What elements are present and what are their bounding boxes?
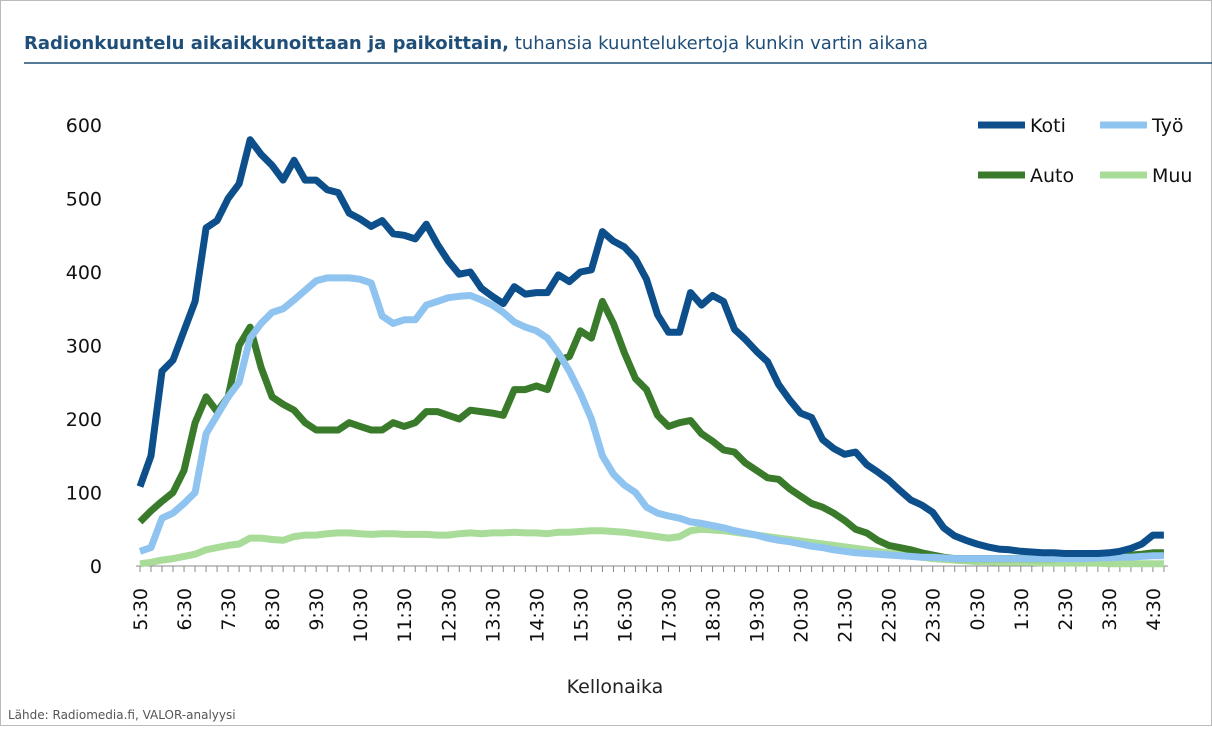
series-line: [138, 274, 1164, 563]
x-tick-label: 6:30: [174, 588, 196, 631]
x-tick-label: 11:30: [394, 588, 416, 643]
x-tick-label: 0:30: [967, 588, 989, 631]
x-tick-label: 14:30: [526, 588, 548, 643]
x-tick-label: 8:30: [262, 588, 284, 631]
x-tick-label: 10:30: [350, 588, 372, 643]
x-tick-label: 17:30: [658, 588, 680, 643]
legend-label: Työ: [1151, 115, 1184, 137]
legend-label: Auto: [1030, 165, 1074, 187]
title: Radionkuuntelu aikaikkunoittaan ja paiko…: [24, 33, 509, 54]
legend-label: Koti: [1030, 115, 1066, 137]
x-tick-label: 9:30: [306, 588, 328, 631]
x-tick-label: 5:30: [130, 588, 152, 631]
x-tick-label: 20:30: [791, 588, 813, 643]
x-tick-label: 2:30: [1055, 588, 1077, 631]
x-tick-label: 15:30: [570, 588, 592, 643]
y-tick-label: 500: [66, 189, 102, 211]
y-tick-label: 400: [66, 262, 102, 284]
subtitle: tuhansia kuuntelukertoja kunkin vartin a…: [515, 33, 928, 54]
x-axis-label: Kellonaika: [567, 676, 664, 698]
y-tick-label: 300: [66, 336, 102, 358]
y-tick-label: 100: [66, 483, 102, 505]
x-tick-label: 7:30: [218, 588, 240, 631]
x-tick-label: 22:30: [879, 588, 901, 643]
x-tick-label: 23:30: [923, 588, 945, 643]
legend-label: Muu: [1152, 165, 1192, 187]
x-tick-label: 13:30: [482, 588, 504, 643]
x-tick-label: 12:30: [438, 588, 460, 643]
chart-title: Radionkuuntelu aikaikkunoittaan ja paiko…: [24, 33, 928, 54]
source: Lähde: Radiomedia.fi, VALOR-analyysi: [8, 708, 236, 722]
x-tick-label: 16:30: [614, 588, 636, 643]
x-tick-label: 19:30: [747, 588, 769, 643]
series-line: [136, 136, 1164, 557]
x-tick-label: 21:30: [835, 588, 857, 643]
y-tick-label: 200: [66, 409, 102, 431]
y-tick-label: 0: [90, 556, 102, 578]
x-tick-label: 4:30: [1143, 588, 1165, 631]
x-tick-label: 1:30: [1011, 588, 1033, 631]
x-tick-label: 18:30: [703, 588, 725, 643]
x-tick-label: 3:30: [1099, 588, 1121, 631]
y-tick-label: 600: [66, 115, 102, 137]
